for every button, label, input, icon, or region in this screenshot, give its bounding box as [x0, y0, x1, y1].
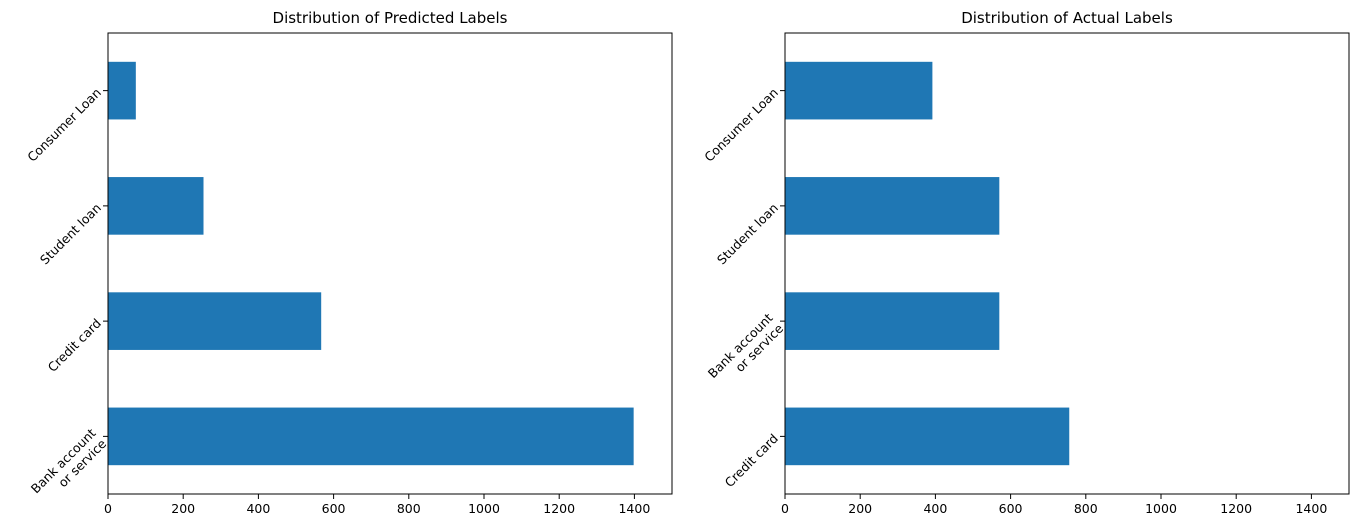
- x-tick-label-800: 800: [397, 501, 421, 516]
- plot-frame: [784, 32, 1350, 495]
- bar-4: [108, 61, 136, 120]
- chart-panel-1: Distribution of Predicted Labels 0 200 400 6…: [24, 9, 673, 516]
- x-tick-label-200: 200: [171, 501, 195, 516]
- y-tick-label-3: Student loan: [714, 200, 781, 267]
- chart-panel-2: Distribution of Actual Labels 0 200 400 600 8…: [701, 9, 1350, 516]
- x-tick-label-1200: 1200: [543, 501, 575, 516]
- bar-3: [785, 177, 1000, 235]
- bar-3: [108, 177, 204, 235]
- x-tick-label-1200: 1200: [1220, 501, 1252, 516]
- x-tick-label-0: 0: [104, 501, 112, 516]
- x-tick-label-200: 200: [848, 501, 872, 516]
- bar-1: [785, 407, 1070, 466]
- plot-frame: [107, 32, 673, 495]
- x-tick-label-400: 400: [923, 501, 947, 516]
- x-tick-label-1400: 1400: [1295, 501, 1327, 516]
- x-tick-label-1000: 1000: [1145, 501, 1177, 516]
- y-tick-label-4: Consumer Loan: [24, 85, 104, 165]
- x-tick-label-600: 600: [322, 501, 346, 516]
- x-tick-label-1400: 1400: [618, 501, 650, 516]
- y-tick-label-4: Consumer Loan: [701, 85, 781, 165]
- y-tick-label-1: Credit card: [722, 431, 781, 490]
- bar-1: [108, 407, 634, 466]
- y-tick-label-2: Credit card: [45, 315, 104, 374]
- y-tick-label-3: Student loan: [37, 200, 104, 267]
- y-tick-label-2: Bank accountor service: [705, 310, 787, 392]
- x-tick-label-1000: 1000: [468, 501, 500, 516]
- x-tick-label-600: 600: [999, 501, 1023, 516]
- bar-4: [785, 61, 933, 120]
- bar-2: [108, 292, 322, 350]
- chart-title: Distribution of Predicted Labels: [273, 9, 508, 27]
- chart-title: Distribution of Actual Labels: [961, 9, 1173, 27]
- x-tick-label-0: 0: [781, 501, 789, 516]
- bar-2: [785, 292, 1000, 350]
- x-tick-label-400: 400: [246, 501, 270, 516]
- x-tick-label-800: 800: [1074, 501, 1098, 516]
- y-tick-label-1: Bank accountor service: [28, 425, 110, 507]
